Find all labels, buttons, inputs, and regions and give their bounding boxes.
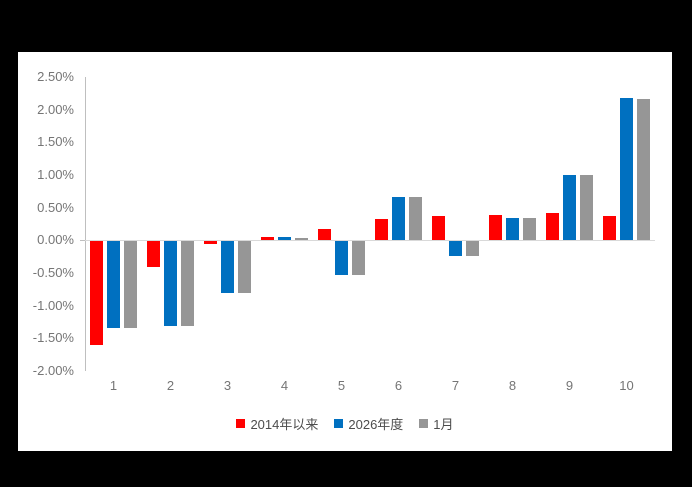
bar-series2-cat4 xyxy=(278,237,291,241)
bar-series2-cat7 xyxy=(449,241,462,256)
x-tick-label: 7 xyxy=(451,378,460,393)
y-tick-label: -2.00% xyxy=(32,363,74,378)
bar-series3-cat5 xyxy=(352,241,365,275)
bar-series2-cat5 xyxy=(335,241,348,276)
x-tick-label: 10 xyxy=(619,378,634,393)
y-tick-label: 1.50% xyxy=(37,134,74,150)
bar-series1-cat7 xyxy=(432,216,445,241)
bar-series3-cat8 xyxy=(523,218,536,241)
bar-series1-cat5 xyxy=(318,229,331,241)
bar-series1-cat10 xyxy=(603,215,616,241)
x-axis-zero-line xyxy=(85,240,655,241)
bar-series2-cat9 xyxy=(563,175,576,241)
y-tick-label: -1.50% xyxy=(32,330,74,346)
bar-series3-cat6 xyxy=(409,196,422,241)
x-tick-label: 4 xyxy=(280,378,289,393)
bar-series3-cat7 xyxy=(466,241,479,256)
x-tick-label: 8 xyxy=(508,378,517,393)
legend-swatch-icon xyxy=(236,418,246,428)
x-tick-label: 1 xyxy=(109,378,118,393)
bar-series1-cat4 xyxy=(261,237,274,241)
legend-label: 2014年以来 xyxy=(250,416,319,432)
bar-series2-cat1 xyxy=(107,241,120,328)
bar-series3-cat10 xyxy=(637,98,650,241)
y-tick-label: -1.00% xyxy=(32,297,74,313)
y-tick-label: 2.00% xyxy=(37,101,74,117)
y-tick-label: 0.50% xyxy=(37,199,74,215)
bar-series2-cat8 xyxy=(506,218,519,241)
legend-item-series1: 2014年以来 xyxy=(236,414,318,433)
legend-swatch-icon xyxy=(334,418,344,428)
bar-series1-cat8 xyxy=(489,214,502,241)
bar-series3-cat1 xyxy=(124,241,137,328)
bar-series2-cat2 xyxy=(164,241,177,327)
bar-series3-cat2 xyxy=(181,241,194,327)
bar-series1-cat6 xyxy=(375,218,388,241)
bar-series1-cat1 xyxy=(90,241,103,345)
x-tick-label: 6 xyxy=(394,378,403,393)
bar-series1-cat9 xyxy=(546,212,559,241)
bar-series2-cat10 xyxy=(620,97,633,241)
bar-series3-cat9 xyxy=(580,175,593,241)
bar-series2-cat3 xyxy=(221,241,234,293)
y-axis-zero-tick xyxy=(80,240,85,241)
bar-series3-cat3 xyxy=(238,241,251,293)
legend-label: 2026年度 xyxy=(348,416,404,432)
legend-swatch-icon xyxy=(419,418,429,428)
chart-panel: 2.50% 2.00% 1.50% 1.00% 0.50% 0.00% -0.50% -1.0… xyxy=(18,52,672,451)
y-tick-label: 0.00% xyxy=(37,232,74,248)
bar-series1-cat3 xyxy=(204,241,217,244)
x-tick-label: 5 xyxy=(337,378,346,393)
legend: 2014年以来 2026年度 1月 xyxy=(18,413,672,433)
y-axis-line xyxy=(85,77,86,371)
y-tick-label: 1.00% xyxy=(37,167,74,182)
bar-series3-cat4 xyxy=(295,237,308,241)
y-tick-label: 2.50% xyxy=(37,69,74,84)
legend-label: 1月 xyxy=(433,416,454,432)
x-tick-label: 2 xyxy=(166,378,175,393)
x-tick-label: 9 xyxy=(565,378,574,393)
legend-item-series3: 1月 xyxy=(419,414,454,433)
bar-series2-cat6 xyxy=(392,196,405,241)
y-tick-label: -0.50% xyxy=(32,265,74,280)
legend-item-series2: 2026年度 xyxy=(334,414,403,433)
x-tick-label: 3 xyxy=(223,378,232,393)
bar-series1-cat2 xyxy=(147,241,160,268)
